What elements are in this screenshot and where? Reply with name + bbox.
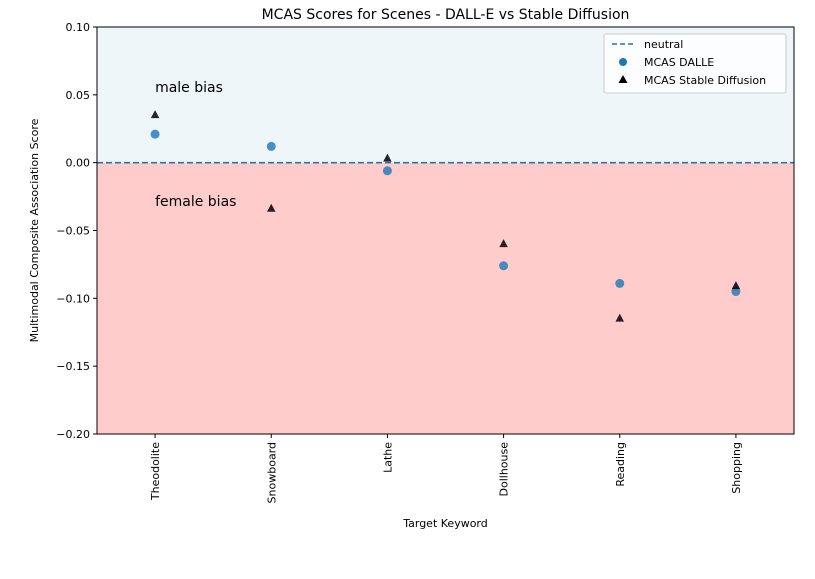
legend-dalle-label: MCAS DALLE [644,56,714,69]
y-axis-label: Multimodal Composite Association Score [28,118,41,342]
x-tick-label-dollhouse: Dollhouse [498,442,511,497]
x-axis: Theodolite Snowboard Lathe Dollhouse Reading… [149,434,743,503]
y-tick-label: 0.00 [66,157,91,170]
legend-sd-swatch [618,75,628,83]
point-dalle-reading [615,278,625,288]
point-sd-lathe [383,153,392,162]
y-axis: 0.10 0.05 0.00 −0.05 −0.10 −0.15 −0.20 [56,21,97,441]
x-axis-label: Target Keyword [402,517,488,530]
x-tick-label-lathe: Lathe [381,442,394,473]
point-sd-theodolite [150,110,160,119]
annotation-male-bias: male bias [155,80,223,96]
y-tick-label: −0.20 [56,428,90,441]
point-dalle-shopping [731,287,741,297]
x-tick-label-theodolite: Theodolite [149,442,162,501]
x-tick-label-snowboard: Snowboard [265,442,278,503]
point-sd-dollhouse [499,239,508,248]
y-tick-label: −0.15 [56,360,90,373]
annotation-female-bias: female bias [155,194,236,210]
chart-title: MCAS Scores for Scenes - DALL-E vs Stabl… [262,7,630,23]
point-dalle-snowboard [266,141,276,151]
legend: neutral MCAS DALLE MCAS Stable Diffusion [603,33,787,94]
y-tick-label: 0.10 [66,21,91,34]
x-tick-label-reading: Reading [614,442,627,487]
point-dalle-lathe [382,166,392,176]
y-tick-label: 0.05 [66,89,91,102]
point-sd-shopping [731,281,741,290]
y-tick-label: −0.05 [56,225,90,238]
y-tick-label: −0.10 [56,292,90,305]
legend-sd-label: MCAS Stable Diffusion [644,74,766,87]
legend-neutral-label: neutral [644,38,683,51]
annotations: male bias female bias [155,80,236,210]
point-sd-snowboard [267,203,276,212]
legend-box [603,33,787,94]
data-points [150,110,741,322]
point-dalle-theodolite [150,129,160,139]
x-tick-label-shopping: Shopping [730,442,743,494]
point-dalle-dollhouse [499,261,509,271]
legend-dalle-swatch [619,58,627,66]
region-1 [97,162,794,434]
point-sd-reading [615,313,624,322]
